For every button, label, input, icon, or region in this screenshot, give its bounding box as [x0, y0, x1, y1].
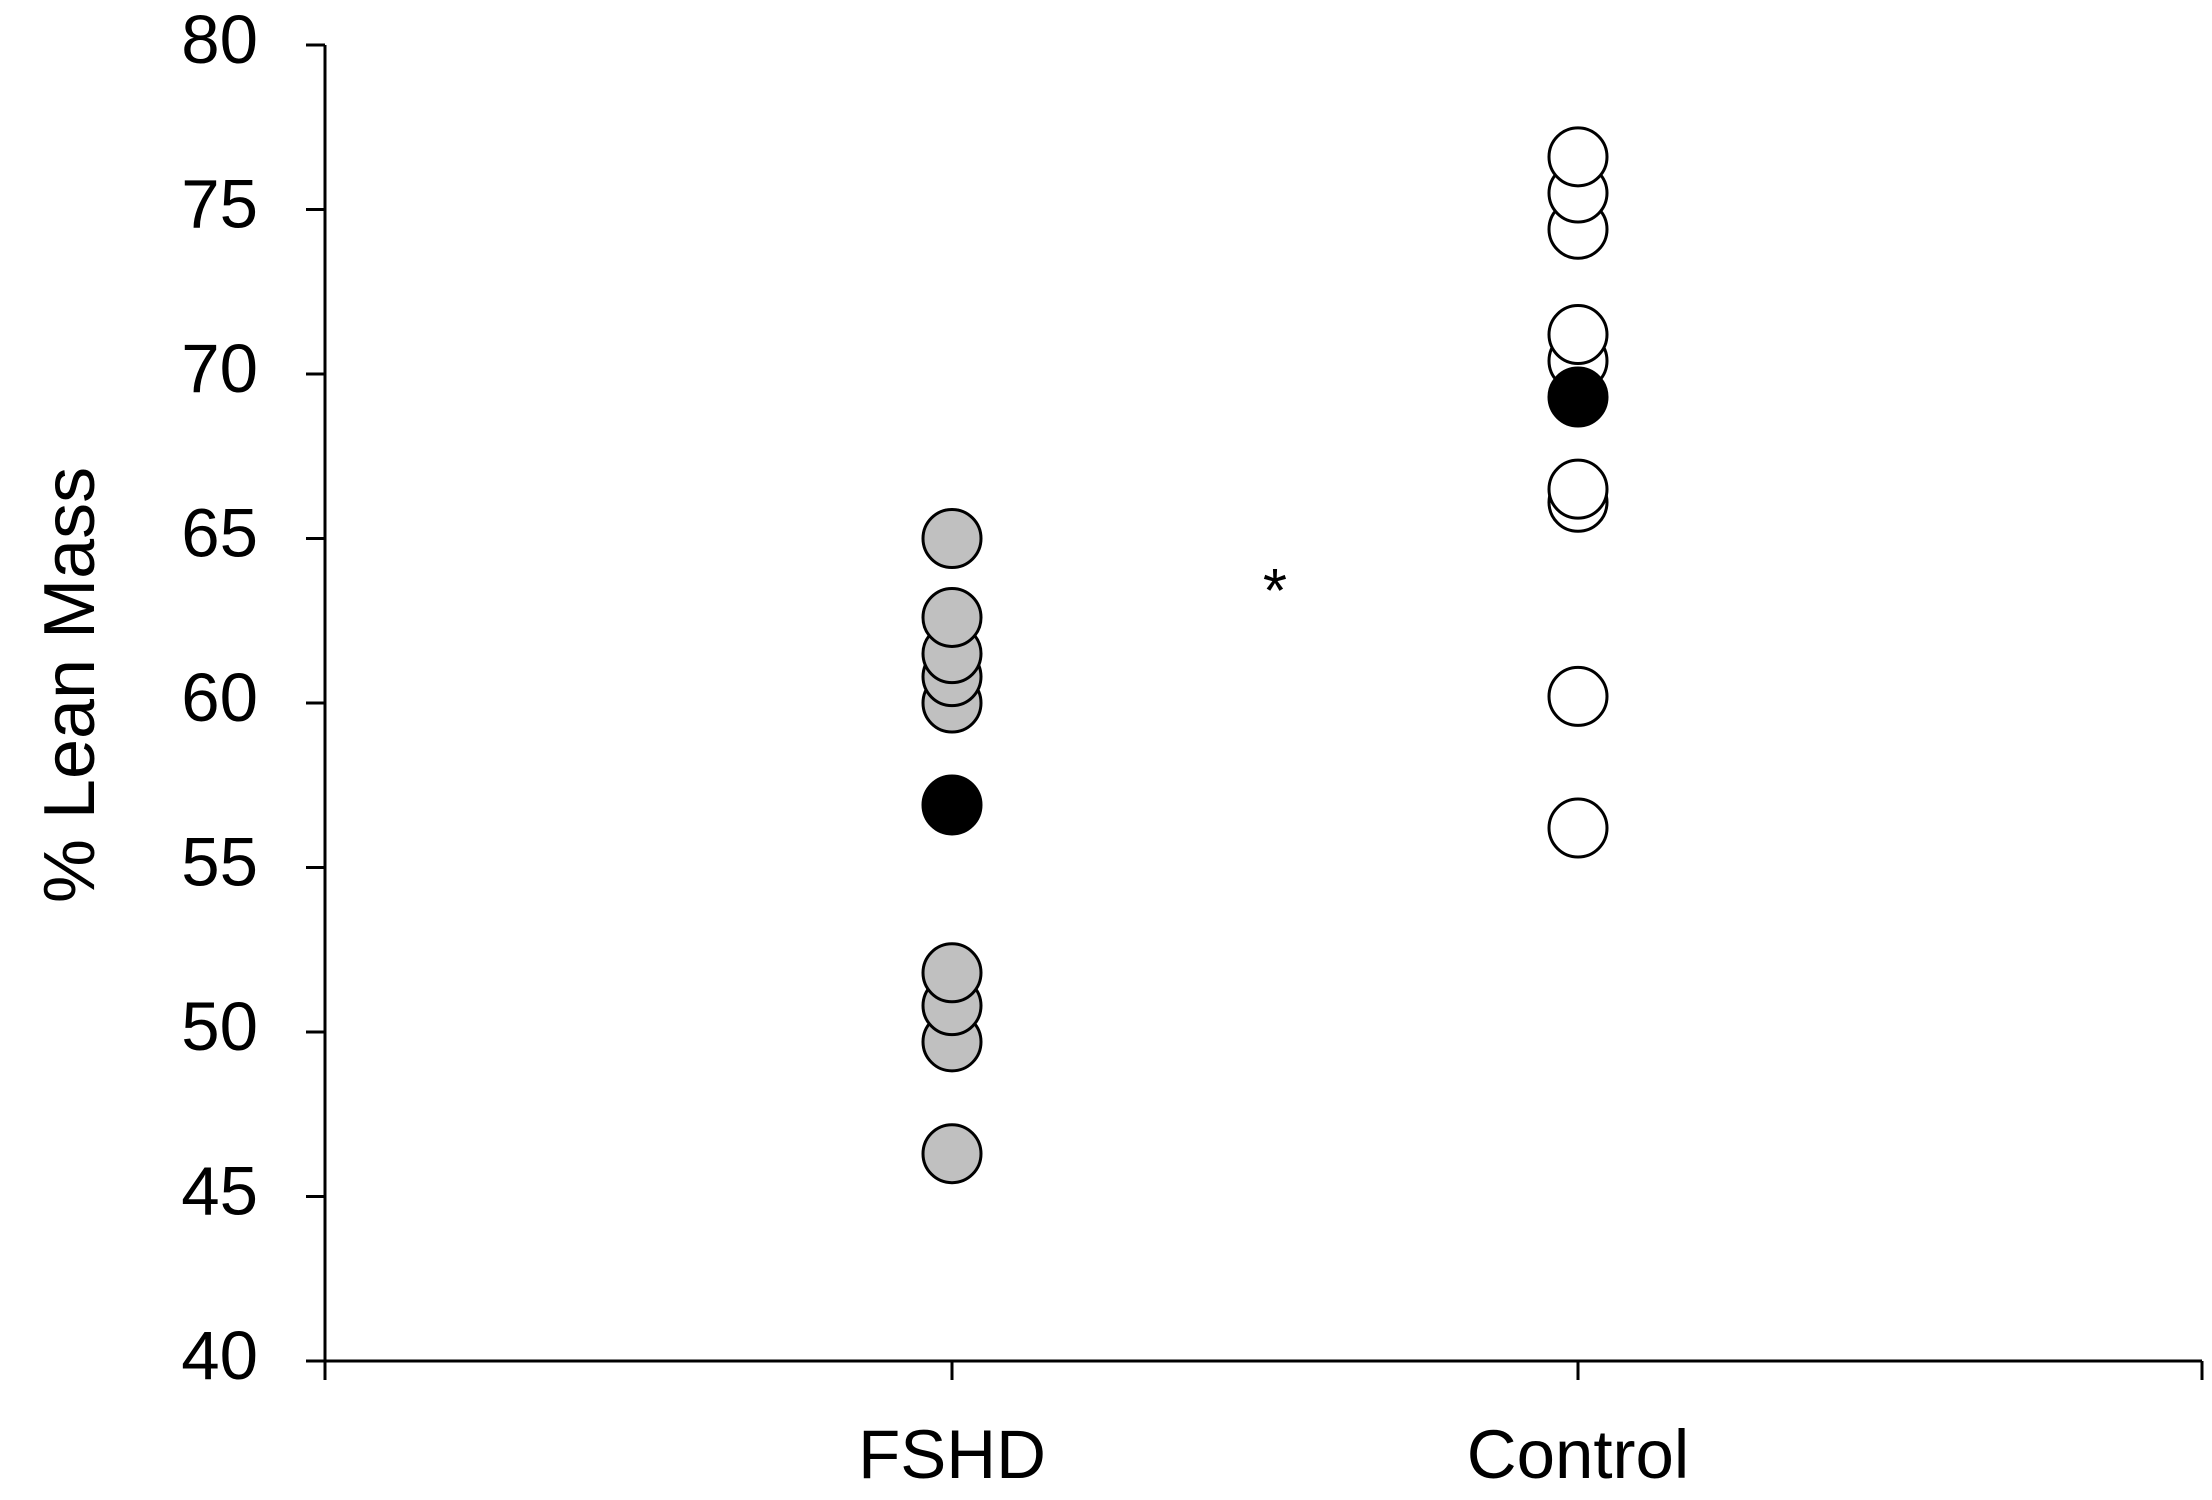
y-tick-label: 60 [181, 659, 258, 736]
data-points [921, 126, 1609, 1185]
y-tick-label: 50 [181, 988, 258, 1065]
data-point [1547, 126, 1609, 188]
data-point [1547, 797, 1609, 859]
data-point [921, 942, 983, 1004]
x-category-label: FSHD [858, 1416, 1046, 1493]
data-point [921, 1123, 983, 1185]
y-tick-label: 65 [181, 495, 258, 572]
y-ticks: 40 45 50 55 60 65 70 75 80 [181, 1, 325, 1394]
axes [323, 45, 2202, 1363]
x-category-label: Control [1467, 1416, 1689, 1493]
significance-annotation: * [1263, 557, 1287, 626]
x-ticks: FSHD Control [323, 1361, 2204, 1493]
y-tick-label: 45 [181, 1153, 258, 1230]
data-point [1547, 304, 1609, 366]
data-point [1547, 665, 1609, 727]
y-tick-label: 55 [181, 824, 258, 901]
data-point [1547, 458, 1609, 520]
y-axis-title: % Lean Mass [30, 467, 110, 903]
y-tick-label: 70 [181, 330, 258, 407]
y-tick-label: 40 [181, 1317, 258, 1394]
data-point [921, 586, 983, 648]
y-tick-label: 75 [181, 166, 258, 243]
highlighted-data-point [921, 774, 983, 836]
highlighted-data-point [1547, 366, 1609, 428]
y-tick-label: 80 [181, 1, 258, 78]
data-point [921, 508, 983, 569]
